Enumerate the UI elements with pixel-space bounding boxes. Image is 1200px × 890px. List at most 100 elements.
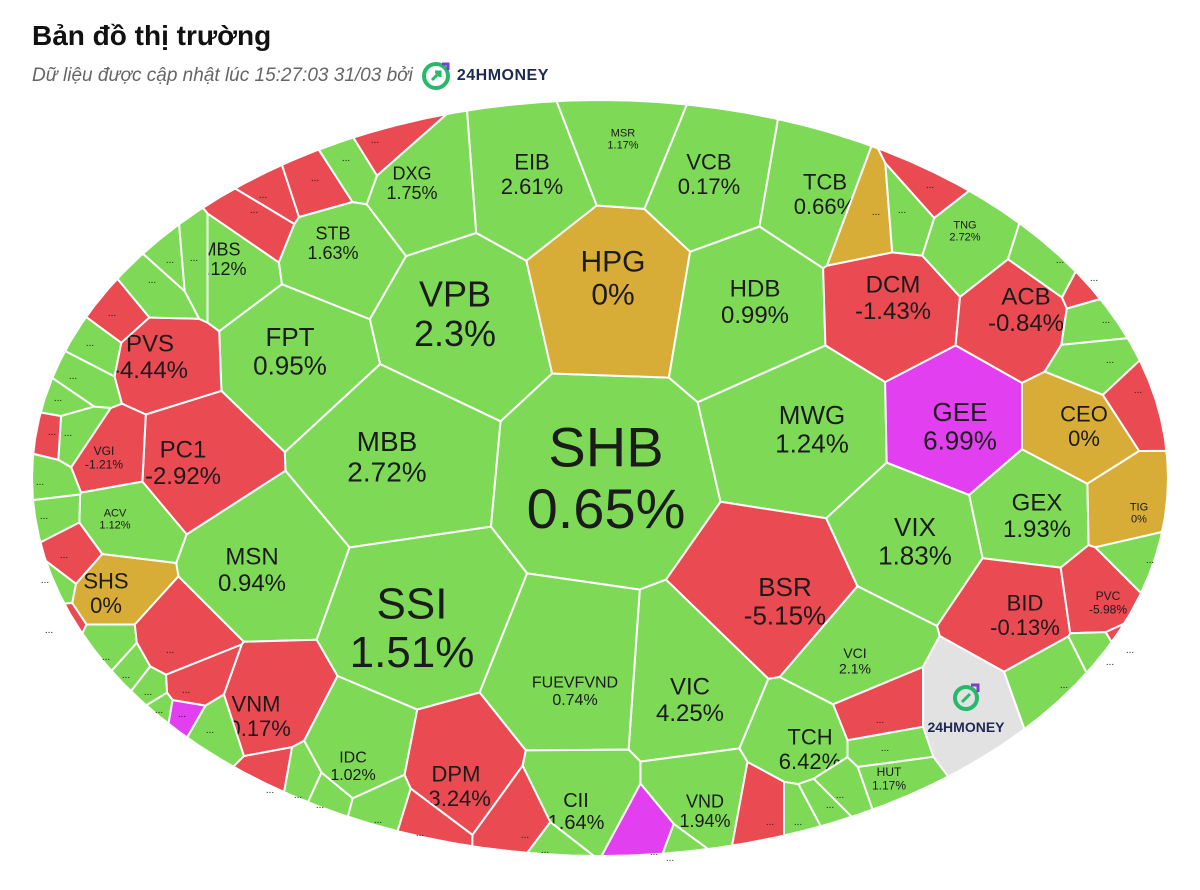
minor-tile-52[interactable]: ... — [1007, 222, 1077, 299]
minor-tile-33-shape[interactable] — [526, 821, 595, 857]
change-label: 1.12% — [99, 519, 130, 531]
minor-tile-42[interactable]: ... — [1003, 635, 1088, 731]
minor-tile-13[interactable]: ... — [32, 411, 62, 461]
minor-tile-26-shape[interactable] — [186, 693, 245, 768]
tile-tig-shape[interactable] — [1086, 449, 1169, 549]
change-label: -5.98% — [1089, 602, 1127, 616]
minor-tile-44-shape[interactable] — [1067, 631, 1113, 674]
minor-label: ... — [41, 575, 49, 586]
minor-tile-44[interactable]: ... — [1067, 631, 1114, 674]
minor-label: ... — [374, 815, 382, 826]
minor-tile-5[interactable]: ... — [281, 148, 354, 218]
minor-tile-26[interactable]: ... — [186, 693, 245, 768]
minor-tile-41[interactable]: ... — [846, 725, 935, 768]
minor-tile-45-shape[interactable] — [1104, 622, 1125, 643]
minor-tile-4[interactable]: ... — [352, 113, 448, 177]
change-label: -2.92% — [145, 463, 221, 490]
minor-tile-5-shape[interactable] — [281, 148, 354, 218]
ticker-label: GEX — [1012, 489, 1063, 516]
minor-tile-36-shape[interactable] — [731, 761, 785, 847]
minor-label: ... — [45, 625, 53, 636]
minor-tile-4-shape[interactable] — [352, 113, 448, 177]
minor-label: ... — [316, 800, 324, 811]
change-label: 0% — [1068, 426, 1100, 451]
change-label: 2.1% — [839, 660, 871, 676]
change-label: 1.94% — [679, 811, 730, 831]
brand-icon — [953, 683, 980, 711]
minor-tile-47[interactable]: ... — [1094, 531, 1163, 594]
change-label: 1.17% — [607, 139, 638, 151]
ticker-label: HPG — [580, 246, 645, 279]
tile-pvs[interactable]: PVS-4.44% — [112, 316, 223, 416]
minor-tile-52-shape[interactable] — [1007, 222, 1077, 299]
minor-tile-14[interactable]: ... — [31, 452, 82, 502]
minor-tile-36[interactable]: ... — [731, 761, 785, 847]
ticker-label: BSR — [758, 572, 811, 602]
brand-icon — [421, 62, 450, 90]
change-label: 0.95% — [253, 351, 327, 381]
minor-label: ... — [1106, 657, 1114, 668]
change-label: -1.43% — [855, 298, 931, 325]
minor-tile-38[interactable]: ... — [600, 782, 675, 858]
minor-tile-41-shape[interactable] — [846, 725, 935, 768]
brand-logo[interactable]: 24HMONEY — [421, 61, 549, 91]
minor-label: ... — [182, 685, 190, 696]
ticker-label: TCH — [787, 725, 832, 750]
minor-label: ... — [521, 830, 529, 841]
minor-label: ... — [794, 817, 802, 828]
tile-acb[interactable]: ACB-0.84% — [954, 258, 1068, 384]
minor-tile-6[interactable]: ... — [202, 187, 296, 264]
minor-tile-42-shape[interactable] — [1003, 635, 1088, 731]
minor-label: ... — [666, 853, 674, 864]
minor-tile-45[interactable]: ... — [1104, 622, 1134, 656]
minor-label: ... — [266, 785, 274, 796]
update-text: Dữ liệu được cập nhật lúc 15:27:03 31/03… — [32, 65, 413, 86]
minor-tile-38-shape[interactable] — [600, 782, 675, 857]
ticker-label: PVC — [1096, 589, 1121, 603]
minor-label: ... — [36, 477, 44, 488]
minor-tile-30-shape[interactable] — [346, 773, 412, 833]
minor-tile-30[interactable]: ... — [346, 773, 412, 833]
ticker-label: MWG — [779, 400, 845, 430]
minor-tile-14-shape[interactable] — [31, 452, 82, 502]
ticker-label: PC1 — [160, 436, 207, 463]
minor-tile-32-shape[interactable] — [471, 764, 552, 854]
change-label: 0.99% — [721, 302, 789, 329]
tile-logo[interactable]: 24HMONEY — [922, 635, 1026, 778]
ticker-label: MSR — [611, 127, 636, 139]
minor-label: ... — [166, 645, 174, 656]
minor-tile-47-shape[interactable] — [1094, 531, 1163, 594]
minor-tile-6-shape[interactable] — [202, 187, 296, 264]
ticker-label: DPM — [432, 762, 481, 787]
minor-tile-55[interactable]: ... — [877, 147, 970, 219]
tile-msr-shape[interactable] — [555, 100, 688, 210]
minor-tile-32[interactable]: ... — [471, 764, 552, 854]
change-label: -4.44% — [112, 357, 188, 384]
ticker-label: VCI — [843, 645, 866, 661]
minor-label: ... — [108, 308, 116, 319]
minor-label: ... — [926, 180, 934, 191]
change-label: 2.61% — [501, 174, 563, 199]
change-label: 1.64% — [548, 812, 605, 834]
minor-label: ... — [250, 205, 258, 216]
minor-label: ... — [416, 828, 424, 839]
minor-tile-33[interactable]: ... — [526, 821, 595, 857]
change-label: 1.02% — [330, 767, 375, 784]
ticker-label: CEO — [1060, 402, 1108, 427]
page-title: Bản đồ thị trường — [32, 20, 272, 51]
minor-tile-55-shape[interactable] — [877, 147, 970, 219]
